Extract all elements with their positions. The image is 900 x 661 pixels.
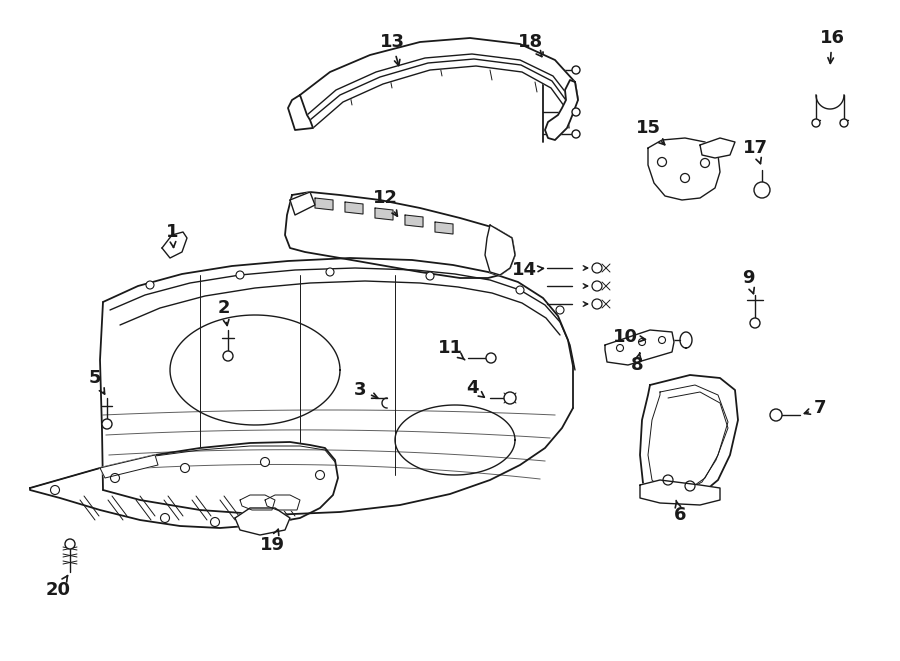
Polygon shape [375, 208, 393, 220]
Circle shape [663, 475, 673, 485]
Circle shape [111, 473, 120, 483]
Circle shape [572, 130, 580, 138]
Text: 7: 7 [805, 399, 826, 417]
Circle shape [160, 514, 169, 522]
Circle shape [754, 182, 770, 198]
Circle shape [181, 463, 190, 473]
Circle shape [556, 306, 564, 314]
Polygon shape [290, 192, 315, 215]
Circle shape [592, 281, 602, 291]
Circle shape [504, 392, 516, 404]
Circle shape [592, 263, 602, 273]
Polygon shape [315, 198, 333, 210]
Text: 3: 3 [354, 381, 378, 399]
Circle shape [685, 481, 695, 491]
Polygon shape [640, 375, 738, 500]
Text: 2: 2 [218, 299, 230, 325]
Text: 9: 9 [742, 269, 754, 293]
Text: 10: 10 [613, 328, 645, 346]
Circle shape [211, 518, 220, 527]
Polygon shape [288, 95, 313, 130]
Circle shape [516, 286, 524, 294]
Polygon shape [30, 442, 338, 528]
Polygon shape [235, 508, 290, 535]
Text: 1: 1 [166, 223, 178, 247]
Polygon shape [640, 480, 720, 505]
Circle shape [50, 485, 59, 494]
Text: 14: 14 [511, 261, 544, 279]
Circle shape [680, 173, 689, 182]
Circle shape [659, 336, 665, 344]
Text: 11: 11 [437, 339, 464, 360]
Text: 5: 5 [89, 369, 104, 394]
Circle shape [638, 338, 645, 346]
Polygon shape [435, 222, 453, 234]
Circle shape [146, 281, 154, 289]
Polygon shape [700, 138, 735, 158]
Polygon shape [405, 215, 423, 227]
Circle shape [770, 409, 782, 421]
Circle shape [236, 271, 244, 279]
Text: 15: 15 [635, 119, 665, 145]
Polygon shape [100, 455, 158, 478]
Circle shape [102, 419, 112, 429]
Circle shape [316, 471, 325, 479]
Polygon shape [285, 192, 515, 278]
Circle shape [616, 344, 624, 352]
Text: 6: 6 [674, 500, 686, 524]
Text: 20: 20 [46, 576, 70, 599]
Polygon shape [240, 495, 275, 510]
Text: 4: 4 [466, 379, 484, 397]
Circle shape [426, 272, 434, 280]
Polygon shape [345, 202, 363, 214]
Circle shape [223, 351, 233, 361]
Circle shape [326, 268, 334, 276]
Polygon shape [545, 80, 578, 140]
Circle shape [260, 457, 269, 467]
Circle shape [65, 539, 75, 549]
Circle shape [812, 119, 820, 127]
Circle shape [750, 318, 760, 328]
Text: 17: 17 [742, 139, 768, 164]
Polygon shape [648, 138, 720, 200]
Polygon shape [103, 258, 573, 515]
Text: 12: 12 [373, 189, 398, 216]
Circle shape [700, 159, 709, 167]
Circle shape [840, 119, 848, 127]
Text: 13: 13 [380, 33, 404, 65]
Circle shape [592, 299, 602, 309]
Text: 16: 16 [820, 29, 844, 63]
Polygon shape [485, 225, 515, 275]
Text: 8: 8 [631, 353, 644, 374]
Polygon shape [300, 38, 578, 128]
Text: 18: 18 [518, 33, 543, 57]
Circle shape [486, 353, 496, 363]
Polygon shape [265, 495, 300, 510]
Text: 19: 19 [259, 529, 284, 554]
Polygon shape [162, 232, 187, 258]
Circle shape [572, 108, 580, 116]
Circle shape [572, 66, 580, 74]
Circle shape [658, 157, 667, 167]
Polygon shape [605, 330, 674, 365]
